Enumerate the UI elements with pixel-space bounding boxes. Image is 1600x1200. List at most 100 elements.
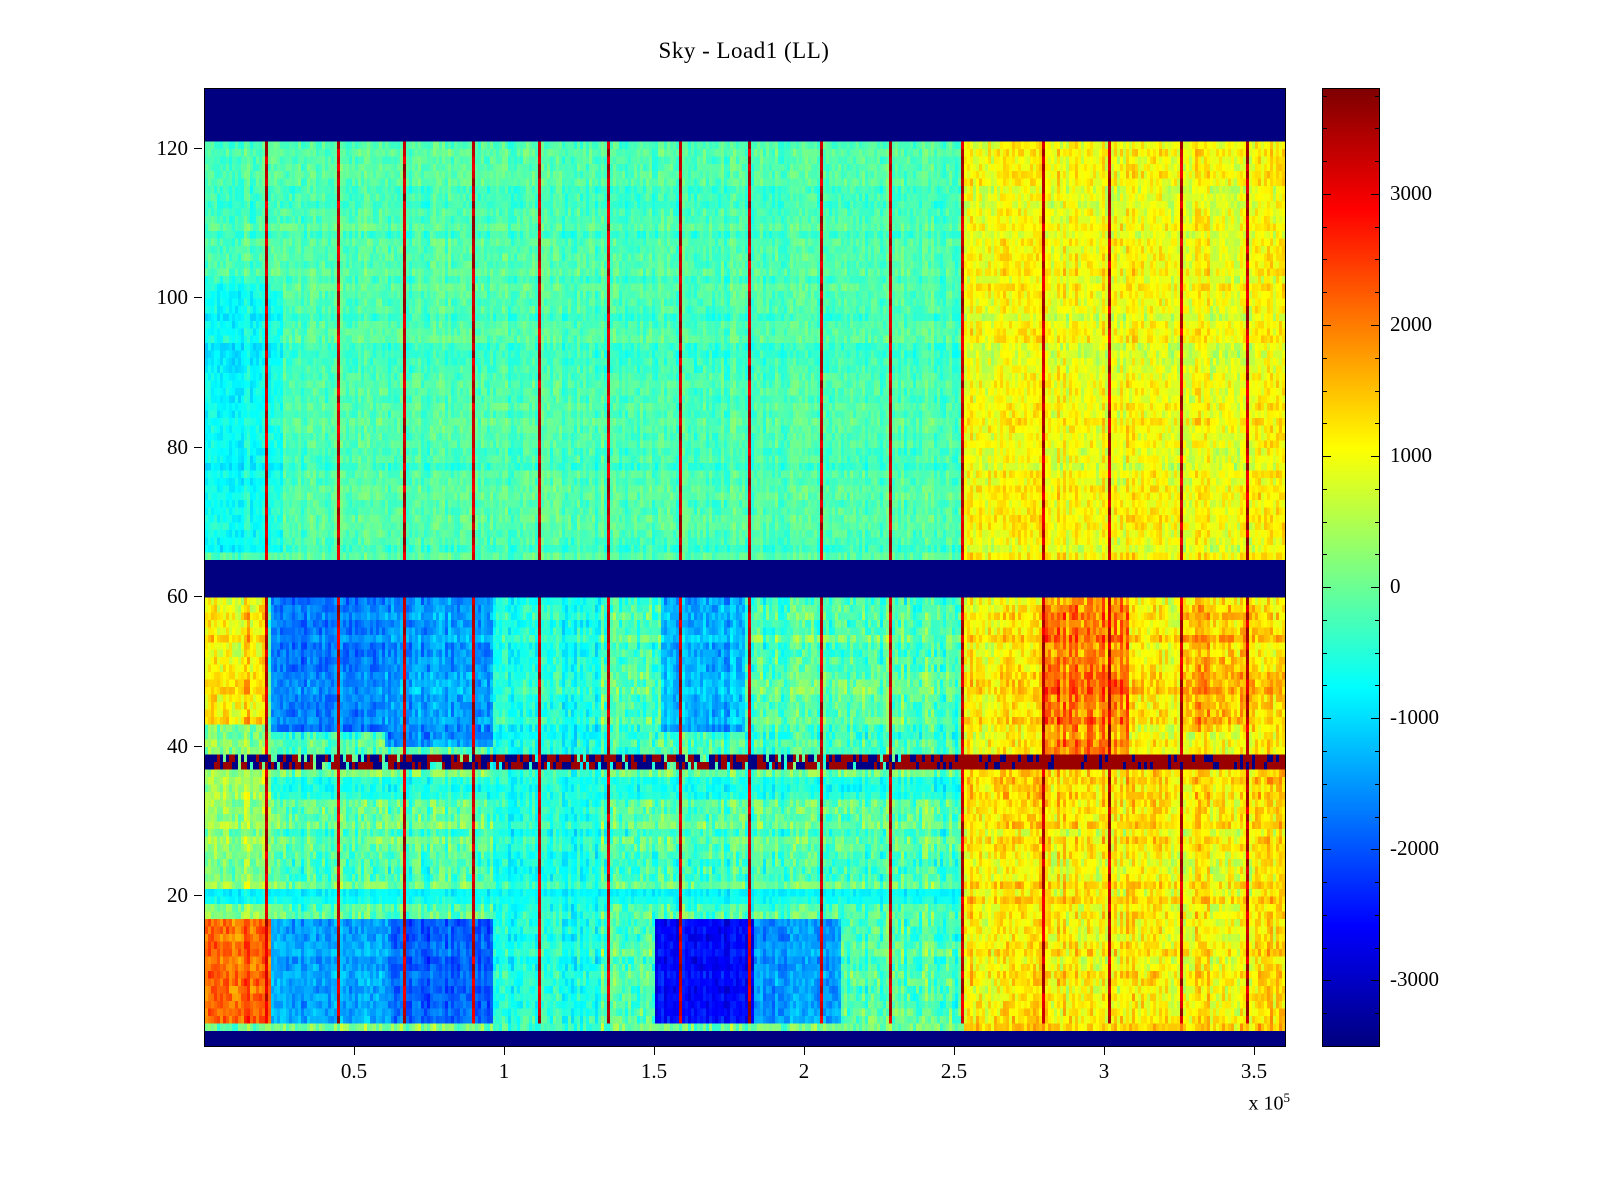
colorbar-minor-tick-mark xyxy=(1323,161,1327,163)
colorbar-tick-mark xyxy=(1371,980,1379,982)
colorbar-minor-tick-mark xyxy=(1323,652,1327,654)
heatmap-plot-area xyxy=(204,88,1286,1047)
x-axis-multiplier: x 105 xyxy=(1120,1090,1291,1116)
colorbar-minor-tick-mark xyxy=(1323,390,1327,392)
colorbar-tick-mark xyxy=(1323,456,1331,458)
y-tick-mark xyxy=(194,147,202,149)
heatmap-canvas xyxy=(205,89,1285,1046)
y-tick-label: 20 xyxy=(167,883,188,908)
x-tick-mark xyxy=(804,1047,805,1055)
colorbar-minor-tick-mark xyxy=(1375,816,1379,818)
colorbar-minor-tick-mark xyxy=(1375,521,1379,523)
x-tick-mark xyxy=(354,1047,355,1055)
colorbar-minor-tick-mark xyxy=(1375,554,1379,556)
colorbar-minor-tick-mark xyxy=(1323,128,1327,130)
colorbar-tick-mark xyxy=(1371,456,1379,458)
colorbar-minor-tick-mark xyxy=(1323,685,1327,687)
x-tick-label: 0.5 xyxy=(340,1059,368,1083)
y-tick-label: 60 xyxy=(167,584,188,609)
colorbar-minor-tick-mark xyxy=(1323,292,1327,294)
colorbar-minor-tick-mark xyxy=(1375,751,1379,753)
colorbar-minor-tick-mark xyxy=(1323,357,1327,359)
colorbar-tick-mark xyxy=(1323,193,1331,195)
colorbar-minor-tick-mark xyxy=(1375,1013,1379,1015)
colorbar-minor-tick-mark xyxy=(1323,816,1327,818)
x-tick-mark xyxy=(1104,1047,1105,1055)
colorbar-minor-tick-mark xyxy=(1375,357,1379,359)
x-axis-multiplier-base: x 10 xyxy=(1248,1092,1284,1115)
colorbar-minor-tick-mark xyxy=(1323,521,1327,523)
y-tick-label: 120 xyxy=(156,135,189,160)
colorbar-minor-tick-mark xyxy=(1375,652,1379,654)
colorbar-minor-tick-mark xyxy=(1323,947,1327,949)
colorbar-tick-mark xyxy=(1323,849,1331,851)
colorbar-minor-tick-mark xyxy=(1323,783,1327,785)
colorbar-minor-tick-mark xyxy=(1375,488,1379,490)
colorbar-minor-tick-mark xyxy=(1323,1013,1327,1015)
x-tick-mark xyxy=(954,1047,955,1055)
y-tick-mark xyxy=(194,446,202,448)
colorbar-tick-mark xyxy=(1323,718,1331,720)
colorbar-tick-mark xyxy=(1323,324,1331,326)
colorbar-minor-tick-mark xyxy=(1323,882,1327,884)
colorbar-tick-label: 2000 xyxy=(1390,311,1432,336)
colorbar-minor-tick-mark xyxy=(1375,390,1379,392)
colorbar-minor-tick-mark xyxy=(1323,619,1327,621)
colorbar-minor-tick-mark xyxy=(1375,292,1379,294)
colorbar-minor-tick-mark xyxy=(1375,226,1379,228)
y-tick-mark xyxy=(194,895,202,897)
chart-title: Sky - Load1 (LL) xyxy=(658,38,830,63)
y-tick-label: 80 xyxy=(167,434,188,459)
x-tick-label: 3.5 xyxy=(1240,1059,1268,1083)
x-tick-label: 1.5 xyxy=(640,1059,668,1083)
x-tick-label: 3 xyxy=(1098,1059,1110,1083)
y-tick-mark xyxy=(194,745,202,747)
x-tick-mark xyxy=(504,1047,505,1055)
colorbar-minor-tick-mark xyxy=(1375,783,1379,785)
colorbar-tick-label: -2000 xyxy=(1390,836,1439,861)
colorbar-gradient xyxy=(1323,89,1379,1046)
colorbar-minor-tick-mark xyxy=(1323,95,1327,97)
colorbar-tick-label: -1000 xyxy=(1390,705,1439,730)
colorbar-minor-tick-mark xyxy=(1323,554,1327,556)
colorbar-tick-mark xyxy=(1371,587,1379,589)
colorbar-tick-label: -3000 xyxy=(1390,967,1439,992)
x-tick-label: 1 xyxy=(498,1059,510,1083)
colorbar-minor-tick-mark xyxy=(1323,914,1327,916)
colorbar-tick-label: 0 xyxy=(1390,574,1401,599)
colorbar-minor-tick-mark xyxy=(1375,259,1379,261)
colorbar-minor-tick-mark xyxy=(1323,1046,1327,1047)
y-tick-mark xyxy=(194,596,202,598)
colorbar-minor-tick-mark xyxy=(1375,882,1379,884)
y-tick-mark xyxy=(194,297,202,299)
colorbar-minor-tick-mark xyxy=(1323,751,1327,753)
colorbar xyxy=(1322,88,1380,1047)
colorbar-minor-tick-mark xyxy=(1375,619,1379,621)
colorbar-minor-tick-mark xyxy=(1375,128,1379,130)
colorbar-minor-tick-mark xyxy=(1375,914,1379,916)
x-tick-label: 2.5 xyxy=(940,1059,968,1083)
x-tick-mark xyxy=(654,1047,655,1055)
colorbar-minor-tick-mark xyxy=(1375,947,1379,949)
colorbar-tick-mark xyxy=(1323,980,1331,982)
colorbar-minor-tick-mark xyxy=(1375,423,1379,425)
colorbar-tick-label: 1000 xyxy=(1390,443,1432,468)
colorbar-minor-tick-mark xyxy=(1375,685,1379,687)
colorbar-minor-tick-mark xyxy=(1323,226,1327,228)
y-tick-label: 100 xyxy=(156,285,189,310)
colorbar-minor-tick-mark xyxy=(1323,423,1327,425)
colorbar-tick-mark xyxy=(1371,193,1379,195)
colorbar-tick-mark xyxy=(1371,324,1379,326)
colorbar-tick-mark xyxy=(1371,718,1379,720)
x-tick-label: 2 xyxy=(798,1059,810,1083)
colorbar-minor-tick-mark xyxy=(1323,259,1327,261)
colorbar-minor-tick-mark xyxy=(1375,161,1379,163)
x-tick-mark xyxy=(1254,1047,1255,1055)
colorbar-minor-tick-mark xyxy=(1323,488,1327,490)
colorbar-tick-mark xyxy=(1323,587,1331,589)
colorbar-tick-label: 3000 xyxy=(1390,180,1432,205)
y-tick-label: 40 xyxy=(167,733,188,758)
x-axis-multiplier-exponent: 5 xyxy=(1283,1090,1291,1105)
colorbar-tick-mark xyxy=(1371,849,1379,851)
